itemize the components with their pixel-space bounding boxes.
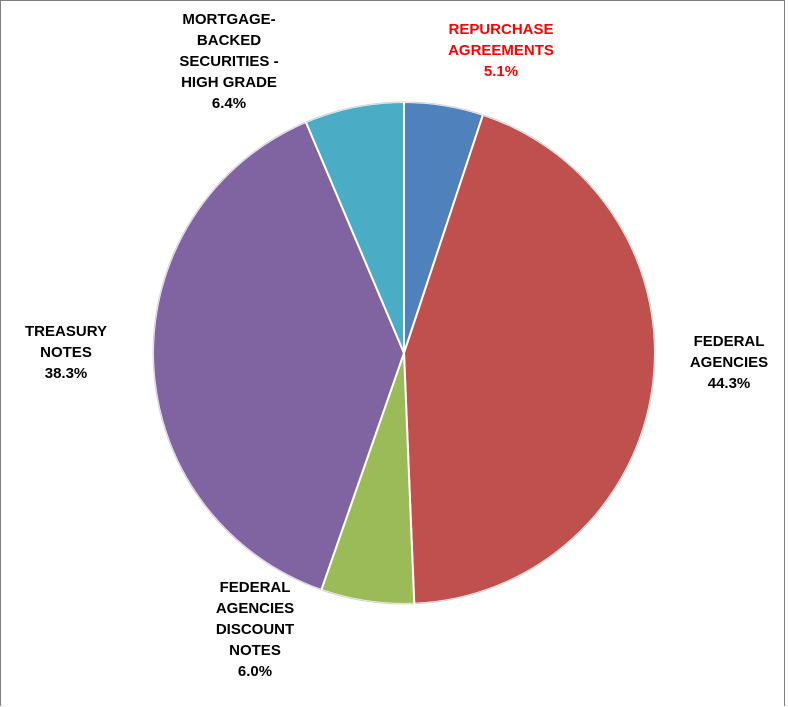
data-label: TREASURY NOTES 38.3% (25, 321, 107, 384)
data-label-category-line: NOTES (229, 642, 281, 659)
data-label-category-line: REPURCHASE (448, 21, 554, 38)
data-label-category-line: DISCOUNT (215, 621, 295, 638)
data-label-category-line: BACKED (196, 32, 262, 49)
pie-slice-edge (321, 589, 415, 605)
data-label-category-line: MORTGAGE- (182, 11, 276, 28)
data-label: REPURCHASE AGREEMENTS 5.1% (448, 19, 554, 82)
data-label-value: 38.3% (44, 365, 88, 382)
data-label-category-line: AGENCIES (215, 600, 295, 617)
pie-slice-edge (403, 101, 484, 116)
data-label-value: 5.1% (483, 63, 519, 80)
pie-slice-edge (414, 114, 656, 605)
pie-slice-edge (305, 101, 405, 123)
data-label: FEDERAL AGENCIES 44.3% (690, 331, 768, 394)
data-label-category-line: HIGH GRADE (181, 74, 277, 91)
data-label-category-line: TREASURY (25, 323, 107, 340)
data-label-value: 6.0% (237, 663, 273, 680)
data-label-category-line: SECURITIES - (179, 53, 279, 70)
data-label-category-line: NOTES (40, 344, 92, 361)
data-label-value: 44.3% (707, 375, 751, 392)
data-label-category-line: FEDERAL (219, 579, 291, 596)
data-label-value: 6.4% (211, 95, 247, 112)
data-label-category-line: AGREEMENTS (448, 42, 554, 59)
pie-slice-mortgage-backed-securities-high-grade (304, 100, 405, 354)
data-label: FEDERAL AGENCIES DISCOUNT NOTES 6.0% (216, 577, 294, 682)
pie-slice-treasury-notes (152, 120, 406, 592)
pie-slice-edge (152, 121, 322, 591)
pie-slice-federal-agencies (402, 113, 656, 605)
data-label-category-line: AGENCIES (689, 354, 769, 371)
data-label-category-line: FEDERAL (693, 333, 765, 350)
data-label: MORTGAGE- BACKED SECURITIES - HIGH GRADE 6.4… (179, 9, 278, 114)
